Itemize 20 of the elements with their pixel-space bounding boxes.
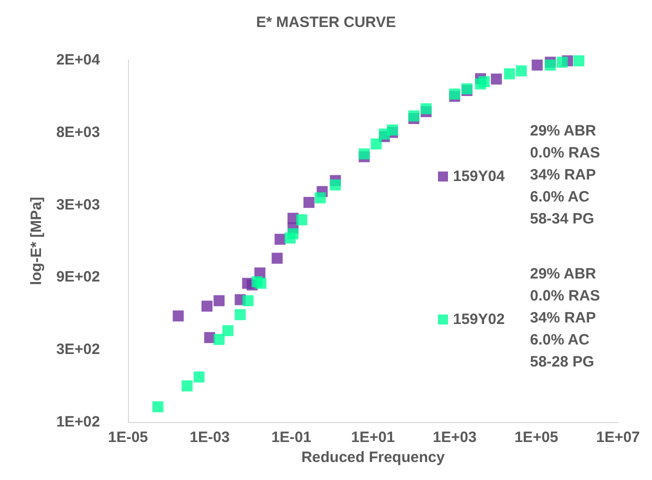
y-tick-label: 8E+03 bbox=[56, 124, 100, 141]
y-tick-label: 3E+02 bbox=[56, 341, 100, 358]
y-tick-label: 2E+04 bbox=[56, 52, 101, 68]
y-tick-label: 9E+02 bbox=[56, 268, 100, 286]
y-axis-title: log-E* [MPa] bbox=[28, 196, 45, 286]
y-tick-label: 1E+02 bbox=[56, 414, 100, 430]
legend-label: 159Y02 bbox=[453, 311, 505, 328]
x-tick-label: 1E+05 bbox=[514, 429, 558, 446]
x-tick-label: 1E-05 bbox=[108, 429, 148, 446]
x-tick-label: 1E+07 bbox=[596, 429, 640, 446]
x-tick-label: 1E-01 bbox=[271, 429, 312, 446]
x-tick-label: 1E+01 bbox=[351, 429, 395, 446]
annotation: 29% ABR 0.0% RAS 34% RAP 6.0% AC 58-34 PG bbox=[530, 122, 600, 228]
legend-label: 159Y04 bbox=[453, 168, 506, 185]
annotation: 29% ABR 0.0% RAS 34% RAP 6.0% AC 58-28 PG bbox=[530, 266, 600, 370]
x-axis-title: Reduced Frequency bbox=[301, 448, 446, 466]
x-tick-label: 1E+03 bbox=[432, 429, 477, 446]
chart-title: E* MASTER CURVE bbox=[256, 14, 396, 31]
x-tick-label: 1E-03 bbox=[190, 429, 230, 446]
y-tick-label: 3E+03 bbox=[56, 196, 100, 214]
